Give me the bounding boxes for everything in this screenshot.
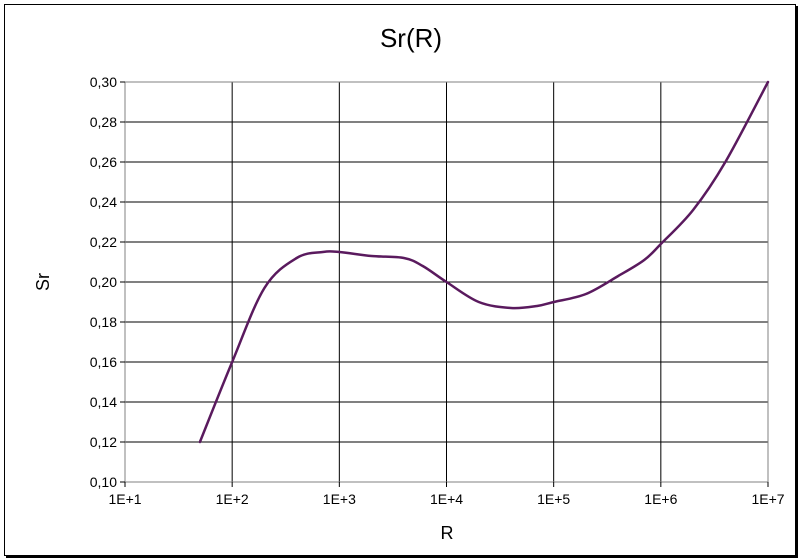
x-axis-ticks: 1E+1 1E+2 1E+3 1E+4 1E+5 1E+6 1E+7 [108,482,785,507]
x-tick-label: 1E+3 [323,491,356,507]
chart-svg: 0,10 0,12 0,14 0,16 0,18 0,20 0,22 0,24 0,26 0,28… [33,23,785,543]
y-tick-label: 0,18 [90,314,117,330]
y-tick-label: 0,26 [90,154,117,170]
chart-title: Sr(R) [380,23,442,53]
x-tick-label: 1E+4 [430,491,463,507]
x-tick-label: 1E+2 [216,491,249,507]
chart-frame: 0,10 0,12 0,14 0,16 0,18 0,20 0,22 0,24 0,26 0,28… [4,4,796,556]
x-axis-title: R [441,523,454,543]
y-tick-label: 0,12 [90,434,117,450]
y-tick-label: 0,10 [90,474,117,490]
y-axis-title: Sr [33,273,53,291]
y-tick-label: 0,24 [90,194,117,210]
y-tick-label: 0,28 [90,114,117,130]
x-tick-label: 1E+1 [108,491,141,507]
y-tick-label: 0,16 [90,354,117,370]
series-line [198,80,770,444]
x-tick-label: 1E+5 [537,491,570,507]
series-layer [198,80,770,444]
x-tick-label: 1E+7 [751,491,784,507]
y-tick-label: 0,14 [90,394,117,410]
y-tick-label: 0,30 [90,74,117,90]
y-tick-label: 0,20 [90,274,117,290]
y-axis-ticks: 0,10 0,12 0,14 0,16 0,18 0,20 0,22 0,24 0,26 0,28… [90,74,125,490]
x-tick-label: 1E+6 [644,491,677,507]
y-tick-label: 0,22 [90,234,117,250]
